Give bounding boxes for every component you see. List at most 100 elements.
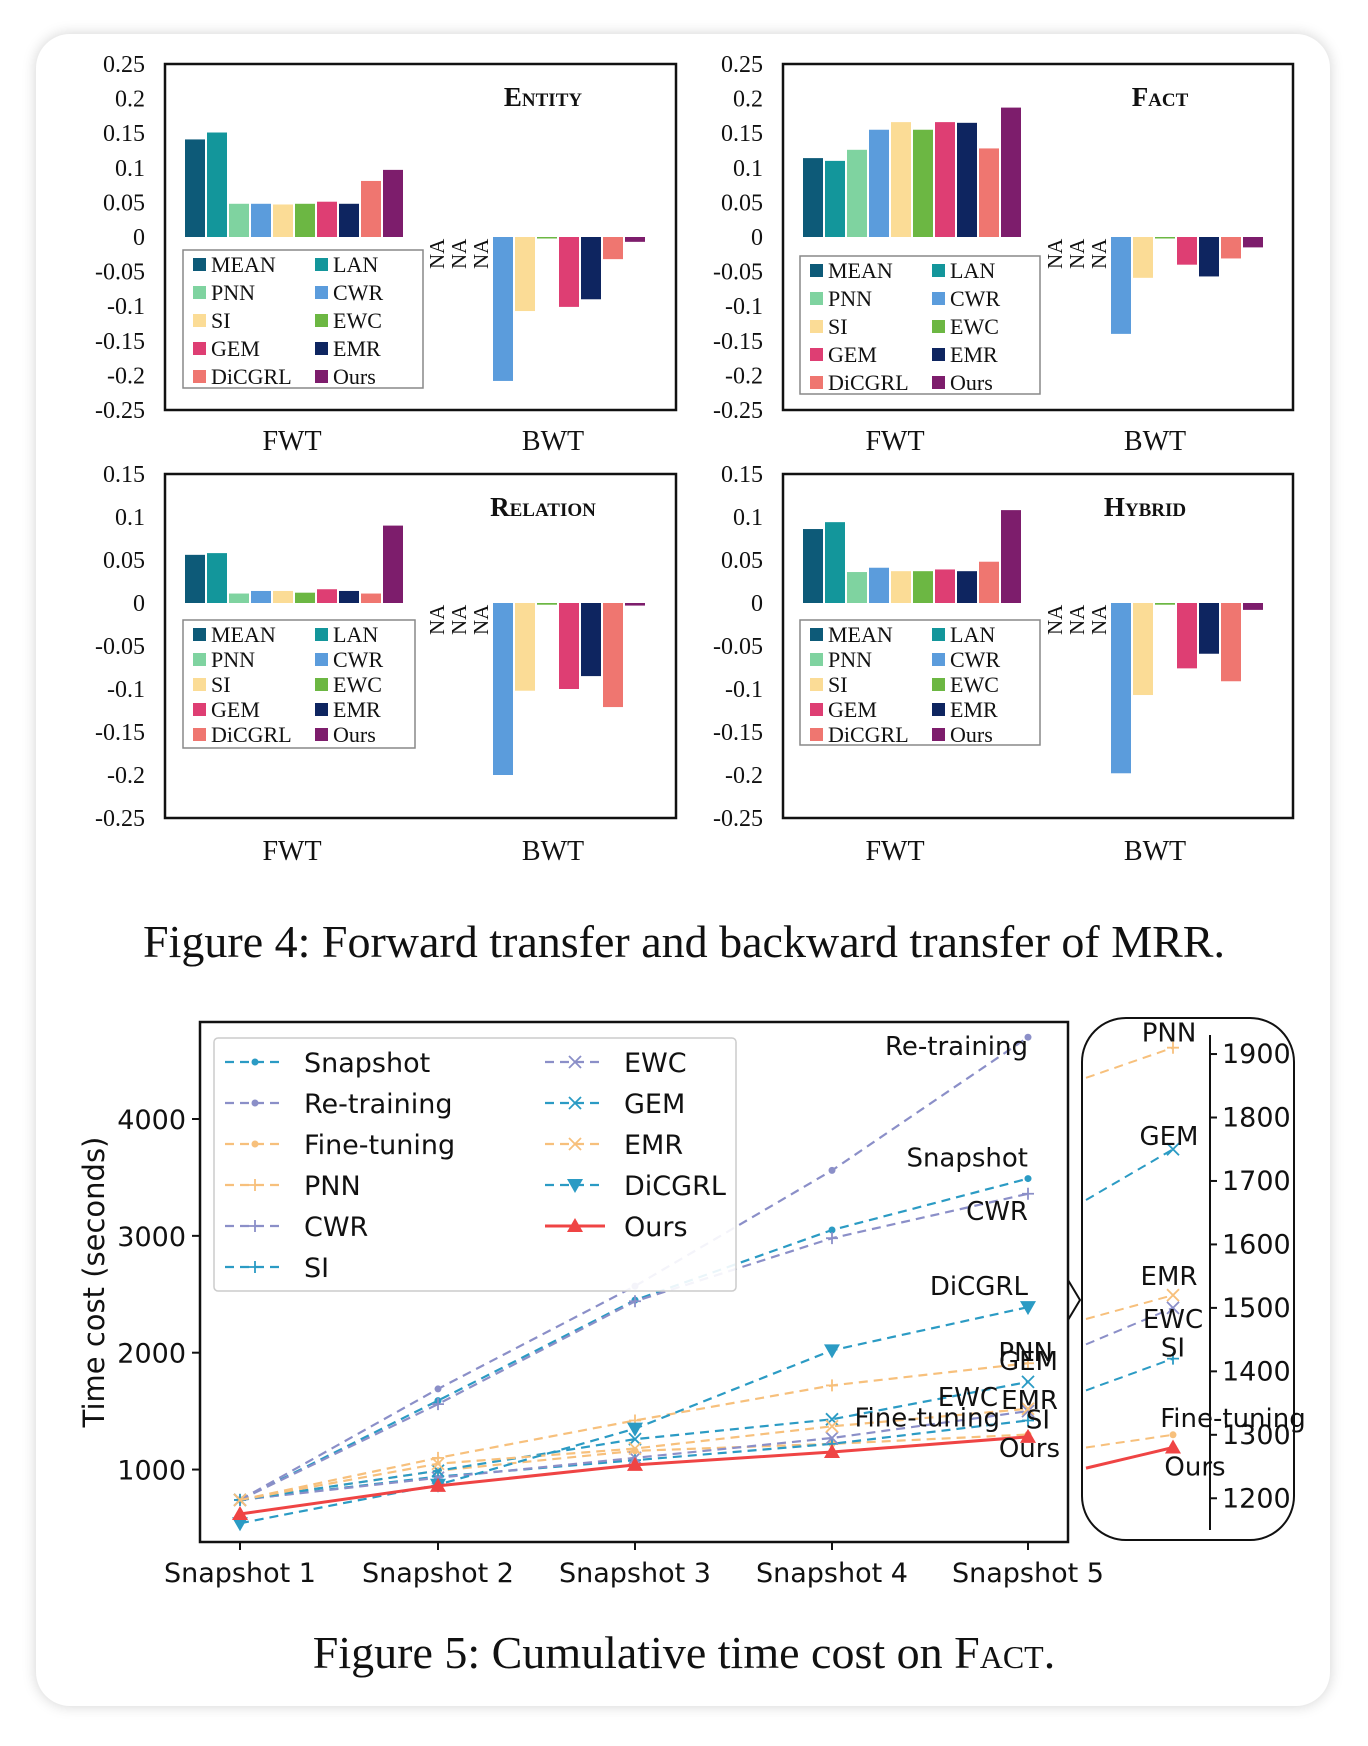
legend-label-gem: GEM xyxy=(211,336,260,361)
legend-label-ours: Ours xyxy=(950,722,993,747)
bar-fwt-dicgrl xyxy=(979,148,999,237)
inset-label-si: SI xyxy=(1161,1334,1185,1364)
legend-swatch-ours xyxy=(315,370,328,383)
bar-fwt-mean xyxy=(185,139,205,237)
inset-tick-label: 1500 xyxy=(1222,1293,1291,1324)
series-point-ours xyxy=(824,1444,840,1459)
legend-item-emr: EMR xyxy=(545,1130,683,1161)
legend-swatch-cwr xyxy=(315,653,328,666)
bar-bwt-cwr xyxy=(493,237,513,381)
x-tick-label: Snapshot 2 xyxy=(362,1558,514,1589)
legend-swatch-pnn xyxy=(810,292,823,305)
bar-fwt-pnn xyxy=(847,149,867,237)
y-tick-label: -0.25 xyxy=(713,806,763,832)
legend-item-dicgrl: DiCGRL xyxy=(545,1171,726,1202)
annotation-gem: GEM xyxy=(999,1347,1058,1377)
bar-bwt-ours xyxy=(625,237,645,242)
series-point-dicgrl xyxy=(232,1517,248,1532)
figure-5-caption-suffix: . xyxy=(1043,1627,1056,1678)
panel-title: Relation xyxy=(490,492,596,522)
inset-tick-label: 1200 xyxy=(1222,1483,1291,1514)
bar-bwt-dicgrl xyxy=(603,603,623,708)
y-tick-label: -0.15 xyxy=(713,329,763,355)
y-tick-label: 0.05 xyxy=(103,548,145,574)
inset-label-emr: EMR xyxy=(1141,1262,1198,1292)
bar-panel-fact: 0.25 0.2 0.15 0.1 0.05 0 -0.05 -0.1 -0.15 -0.2 -0.… xyxy=(713,52,1295,457)
y-tick-label: -0.1 xyxy=(725,677,763,703)
series-line-pnn xyxy=(239,1362,1029,1502)
bar-bwt-emr xyxy=(1199,603,1219,654)
legend-label-snapshot: Snapshot xyxy=(304,1048,430,1079)
panel-title: Fact xyxy=(1132,82,1189,112)
y-tick-label: 1000 xyxy=(117,1456,186,1487)
legend-label-cwr: CWR xyxy=(950,647,1000,672)
bar-bwt-si xyxy=(1133,237,1153,278)
annotation-pnn: PNN xyxy=(998,1338,1053,1368)
x-axis-label-fwt: FWT xyxy=(865,836,924,867)
figure-5-caption-dataset: Fact xyxy=(954,1627,1044,1678)
inset-zoom: 1200 1300 1400 1500 1600 1700 1800 1900 PNN GEM EM… xyxy=(1081,1017,1306,1541)
series-point-emr xyxy=(431,1457,445,1471)
bar-fwt-si xyxy=(273,204,293,237)
legend-swatch-gem xyxy=(193,342,206,355)
bar-bwt-emr xyxy=(1199,237,1219,277)
bar-fwt-ours xyxy=(1001,510,1021,603)
bar-fwt-ours xyxy=(1001,107,1021,237)
legend-swatch-emr xyxy=(315,342,328,355)
na-label-mean: NA xyxy=(425,238,449,269)
series-point-cwr xyxy=(826,1232,838,1245)
bar-fwt-lan xyxy=(207,132,227,237)
y-tick-label: -0.1 xyxy=(107,294,145,320)
bar-bwt-ewc xyxy=(1155,237,1175,239)
y-tick-label: 0.05 xyxy=(721,190,763,216)
y-tick-label: -0.25 xyxy=(95,398,145,424)
legend-marker xyxy=(251,1140,259,1148)
legend-label-cwr: CWR xyxy=(333,647,383,672)
legend-box xyxy=(182,619,416,749)
x-tick-label: Snapshot 3 xyxy=(559,1558,711,1589)
inset-line-ours xyxy=(1085,1446,1174,1470)
inset-tick-label: 1900 xyxy=(1222,1039,1291,1070)
legend-swatch-cwr xyxy=(932,653,945,666)
legend-marker xyxy=(249,1261,261,1273)
annotation-cwr: CWR xyxy=(966,1197,1028,1227)
y-tick-label: 0 xyxy=(133,591,145,617)
y-tick-label: -0.2 xyxy=(107,363,145,389)
na-label-pnn: NA xyxy=(1087,604,1111,635)
y-tick-label: 2000 xyxy=(117,1339,186,1370)
legend-swatch-ewc xyxy=(932,678,945,691)
legend-label-mean: MEAN xyxy=(828,258,893,283)
legend-label-lan: LAN xyxy=(333,622,378,647)
y-tick-label: 0 xyxy=(751,225,763,251)
series-point-cwr xyxy=(432,1398,444,1411)
bar-fwt-mean xyxy=(185,554,205,603)
y-tick-label: -0.25 xyxy=(95,806,145,832)
bar-bwt-dicgrl xyxy=(1221,603,1241,682)
series-point-pnn xyxy=(1022,1357,1034,1370)
legend-marker xyxy=(567,1218,583,1232)
bar-fwt-lan xyxy=(825,160,845,237)
inset-tick-label: 1300 xyxy=(1222,1420,1291,1451)
bar-panel-hybrid: 0.15 0.1 0.05 0 -0.05 -0.1 -0.15 -0.2 -0.25 Hybri… xyxy=(713,462,1295,867)
plot-frame xyxy=(163,472,678,820)
inset-point-fine-tuning xyxy=(1169,1431,1177,1439)
legend-item-re-training: Re-training xyxy=(225,1089,453,1120)
inset-line-ewc xyxy=(1085,1306,1174,1346)
inset-connector xyxy=(1067,1279,1082,1321)
figure-5-line-chart: 1000 2000 3000 4000 Snapshot 1 Snapshot 2 Snap… xyxy=(77,1017,1306,1589)
annotation-snapshot: Snapshot xyxy=(906,1144,1028,1174)
x-axis-label-fwt: FWT xyxy=(262,426,321,457)
legend-marker xyxy=(568,1137,582,1151)
bar-fwt-gem xyxy=(317,201,337,237)
annotation-dicgrl: DiCGRL xyxy=(930,1272,1029,1302)
series-point-dicgrl xyxy=(1020,1301,1036,1316)
series-point-pnn xyxy=(826,1379,838,1392)
y-tick-label: 0.05 xyxy=(721,548,763,574)
legend-label-ewc: EWC xyxy=(333,672,382,697)
x-axis-label-bwt: BWT xyxy=(522,836,584,867)
legend-label-emr: EMR xyxy=(333,336,381,361)
annotation-ewc: EWC xyxy=(938,1383,998,1413)
bar-fwt-emr xyxy=(339,590,359,603)
legend-label-si: SI xyxy=(211,308,231,333)
y-tick-label: 0 xyxy=(133,225,145,251)
